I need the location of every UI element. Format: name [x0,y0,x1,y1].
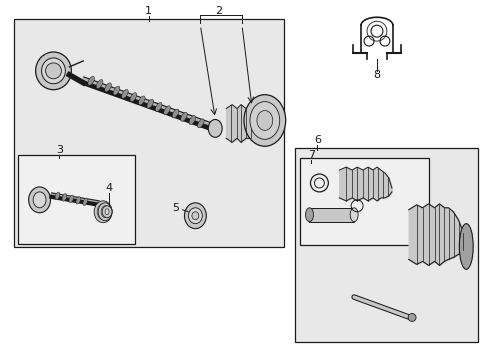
Ellipse shape [88,76,94,85]
Ellipse shape [244,95,285,146]
Ellipse shape [122,89,128,98]
Ellipse shape [36,52,71,90]
Bar [294,148,477,342]
Ellipse shape [138,96,145,105]
Text: 6: 6 [313,135,320,145]
Ellipse shape [96,80,102,89]
Ellipse shape [62,194,66,201]
Ellipse shape [41,58,65,84]
Text: 2: 2 [214,6,222,16]
Ellipse shape [349,208,357,222]
Text: 3: 3 [56,145,63,155]
Ellipse shape [197,119,203,128]
Ellipse shape [33,192,46,208]
Ellipse shape [94,201,112,223]
Ellipse shape [104,83,111,92]
Bar [299,158,427,246]
Ellipse shape [55,192,60,200]
Ellipse shape [188,208,202,224]
Ellipse shape [249,102,279,139]
Ellipse shape [458,224,472,269]
Circle shape [45,63,61,79]
Ellipse shape [163,106,170,115]
Ellipse shape [191,212,199,220]
Bar [309,208,353,222]
Ellipse shape [208,120,222,137]
Bar [18,155,135,244]
Ellipse shape [29,187,50,213]
Polygon shape [83,77,210,129]
Polygon shape [51,193,99,205]
Ellipse shape [76,197,81,204]
Text: 8: 8 [373,70,380,80]
Ellipse shape [98,203,112,221]
Ellipse shape [83,198,87,206]
Bar [14,19,283,247]
Ellipse shape [172,109,179,118]
Text: 7: 7 [307,150,314,160]
Ellipse shape [113,86,120,95]
Ellipse shape [105,209,109,215]
Ellipse shape [305,208,313,222]
Text: 1: 1 [145,6,152,16]
Ellipse shape [181,112,187,121]
Ellipse shape [69,195,74,203]
Circle shape [407,314,415,321]
Ellipse shape [102,206,112,218]
Text: 5: 5 [172,203,179,213]
Ellipse shape [97,204,109,220]
Ellipse shape [101,206,109,218]
Ellipse shape [256,111,272,130]
Ellipse shape [155,103,162,112]
Ellipse shape [184,203,206,229]
Ellipse shape [189,116,195,125]
Ellipse shape [130,93,136,102]
Ellipse shape [147,99,153,108]
Text: 4: 4 [105,183,112,193]
